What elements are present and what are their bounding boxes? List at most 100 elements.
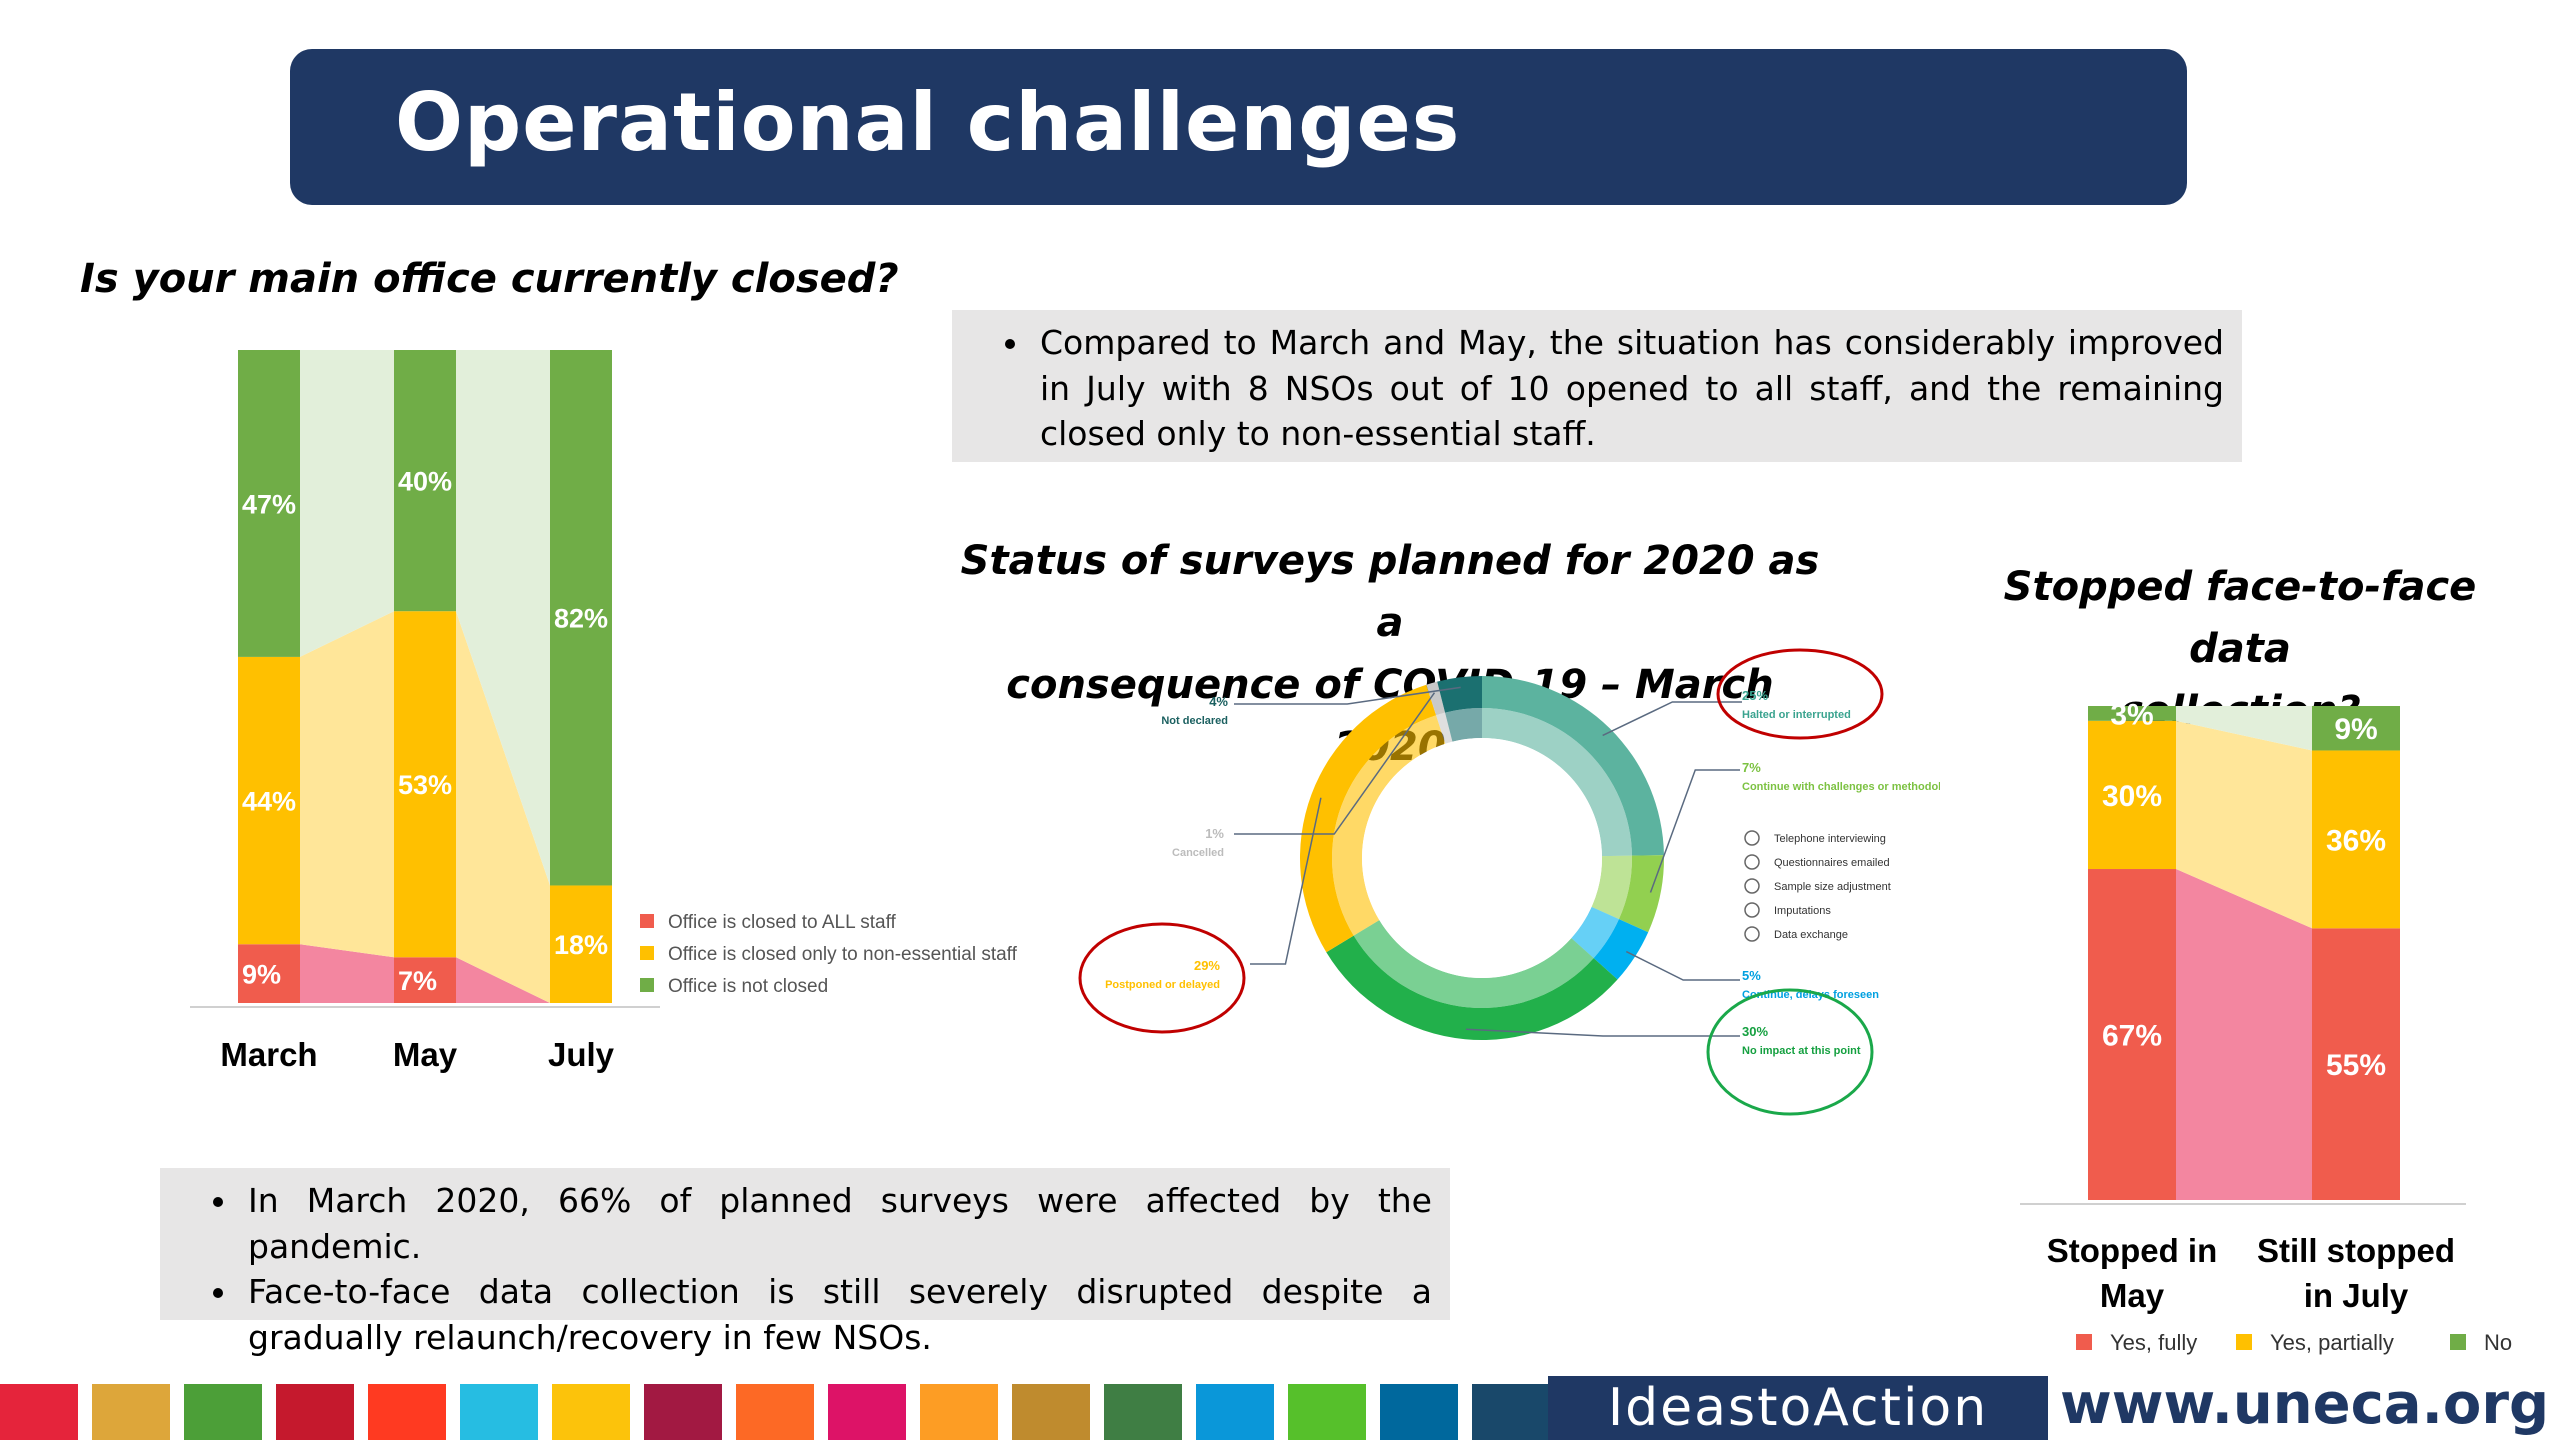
legend-swatch	[2450, 1334, 2466, 1350]
slice-label: No impact at this point	[1742, 1045, 1861, 1057]
donut-slice-inner	[1353, 920, 1594, 1008]
title-banner: Operational challenges	[290, 49, 2187, 205]
sub-item-label: Imputations	[1774, 905, 1831, 917]
leader-line	[1250, 797, 1322, 965]
slice-label: Postponed or delayed	[1105, 979, 1220, 991]
bar-segment	[2312, 706, 2400, 751]
sdg-color-block	[644, 1384, 722, 1440]
data-label: 3%	[2110, 698, 2153, 731]
sdg-color-block	[736, 1384, 814, 1440]
note-bottom: In March 2020, 66% of planned surveys we…	[160, 1168, 1450, 1357]
sub-item-icon	[1744, 830, 1760, 846]
sdg-color-block	[92, 1384, 170, 1440]
donut-hole	[1362, 738, 1602, 978]
website-link[interactable]: www.uneca.org	[2060, 1372, 2550, 1437]
surveys-status-chart: 25% Halted or interrupted 7% Continue with …	[1078, 648, 1940, 1116]
sub-item-icon	[1744, 878, 1760, 894]
band-2	[456, 350, 550, 886]
band-2	[2176, 706, 2312, 751]
slice-label: Halted or interrupted	[1742, 709, 1851, 721]
office-closed-chart: 9% 44% 47% March 7% 53% 40% May 18% 82% July Office…	[190, 350, 1018, 1073]
x-tick-label: July	[548, 1036, 615, 1073]
note-bottom-list: In March 2020, 66% of planned surveys we…	[160, 1178, 1432, 1360]
donut-slice	[1618, 855, 1664, 933]
sub-item-label: Sample size adjustment	[1774, 881, 1891, 893]
legend-swatch	[640, 914, 654, 928]
sdg-color-block	[828, 1384, 906, 1440]
x-tick-label: May	[393, 1036, 458, 1073]
donut-slice	[1593, 919, 1649, 980]
band-2	[300, 350, 394, 657]
note-top-list: Compared to March and May, the situation…	[952, 320, 2224, 457]
bar-segment	[2312, 750, 2400, 929]
bar-segment	[394, 350, 456, 612]
band-0	[456, 957, 550, 1003]
data-label: 30%	[2102, 780, 2162, 813]
ideas-to-action-logo: IdeastoAction	[1548, 1376, 2048, 1440]
sdg-color-block	[184, 1384, 262, 1440]
legend-label: Office is closed only to non-essential s…	[668, 944, 1018, 965]
legend-label: Yes, fully	[2110, 1330, 2197, 1355]
slice-label: Continue with challenges or methodologic…	[1742, 781, 1940, 793]
sub-item-icon	[1744, 926, 1760, 942]
sdg-color-block	[368, 1384, 446, 1440]
sdg-color-block	[920, 1384, 998, 1440]
leader-line	[1465, 1028, 1740, 1037]
highlight-ellipse	[1078, 922, 1246, 1034]
x-tick-label: in July	[2304, 1277, 2409, 1314]
slice-percent: 25%	[1742, 688, 1768, 703]
highlight-ellipse	[1716, 648, 1884, 740]
bar-segment	[2088, 706, 2176, 721]
donut-slice-inner	[1591, 855, 1632, 920]
donut-slice-inner	[1436, 712, 1453, 744]
slice-percent: 7%	[1742, 760, 1761, 775]
bar-segment	[2088, 720, 2176, 870]
x-tick-label: Stopped in	[2047, 1232, 2217, 1269]
leader-line	[1649, 769, 1740, 893]
bar-segment	[238, 944, 300, 1003]
legend-swatch	[2076, 1334, 2092, 1350]
surveys-heading-line-1: Status of surveys planned for 2020 as a	[960, 538, 1820, 646]
data-label: 67%	[2102, 1020, 2162, 1053]
sdg-color-block	[460, 1384, 538, 1440]
data-label: 40%	[398, 467, 452, 497]
x-tick-label: May	[2100, 1277, 2165, 1314]
donut-slice	[1482, 676, 1664, 856]
data-label: 53%	[398, 770, 452, 800]
sdg-color-block	[1380, 1384, 1458, 1440]
note-bottom-item: Face-to-face data collection is still se…	[240, 1269, 1432, 1360]
donut-slice	[1437, 676, 1482, 713]
legend-label: Yes, partially	[2270, 1330, 2394, 1355]
sdg-color-block	[1012, 1384, 1090, 1440]
x-tick-label: March	[220, 1036, 317, 1073]
sub-item-icon	[1744, 902, 1760, 918]
legend-swatch	[2236, 1334, 2252, 1350]
office-chart-heading: Is your main office currently closed?	[80, 256, 899, 302]
donut-slice	[1299, 684, 1437, 953]
data-label: 36%	[2326, 824, 2386, 857]
page-title: Operational challenges	[395, 76, 1461, 169]
bar-segment	[238, 656, 300, 945]
sdg-color-block	[1104, 1384, 1182, 1440]
slice-label: Not declared	[1161, 715, 1228, 727]
donut-slice-inner	[1332, 715, 1446, 936]
bar-segment	[238, 350, 300, 657]
legend-label: Office is not closed	[668, 976, 828, 997]
donut-slice-inner	[1445, 708, 1482, 742]
slice-percent: 5%	[1742, 968, 1761, 983]
legend-swatch	[640, 978, 654, 992]
sdg-color-block	[0, 1384, 78, 1440]
highlight-ellipse	[1706, 988, 1874, 1116]
sub-item-label: Questionnaires emailed	[1774, 857, 1890, 869]
bar-segment	[394, 957, 456, 1003]
bar-segment	[2312, 928, 2400, 1200]
donut-slice-inner	[1482, 708, 1632, 857]
sdg-color-strip	[0, 1384, 1550, 1440]
donut-slice	[1426, 681, 1446, 716]
sub-item-icon	[1744, 854, 1760, 870]
band-1	[456, 611, 550, 1003]
donut-slice	[1326, 935, 1618, 1041]
data-label: 55%	[2326, 1049, 2386, 1082]
slice-label: Cancelled	[1172, 847, 1224, 859]
slice-percent: 29%	[1194, 958, 1220, 973]
